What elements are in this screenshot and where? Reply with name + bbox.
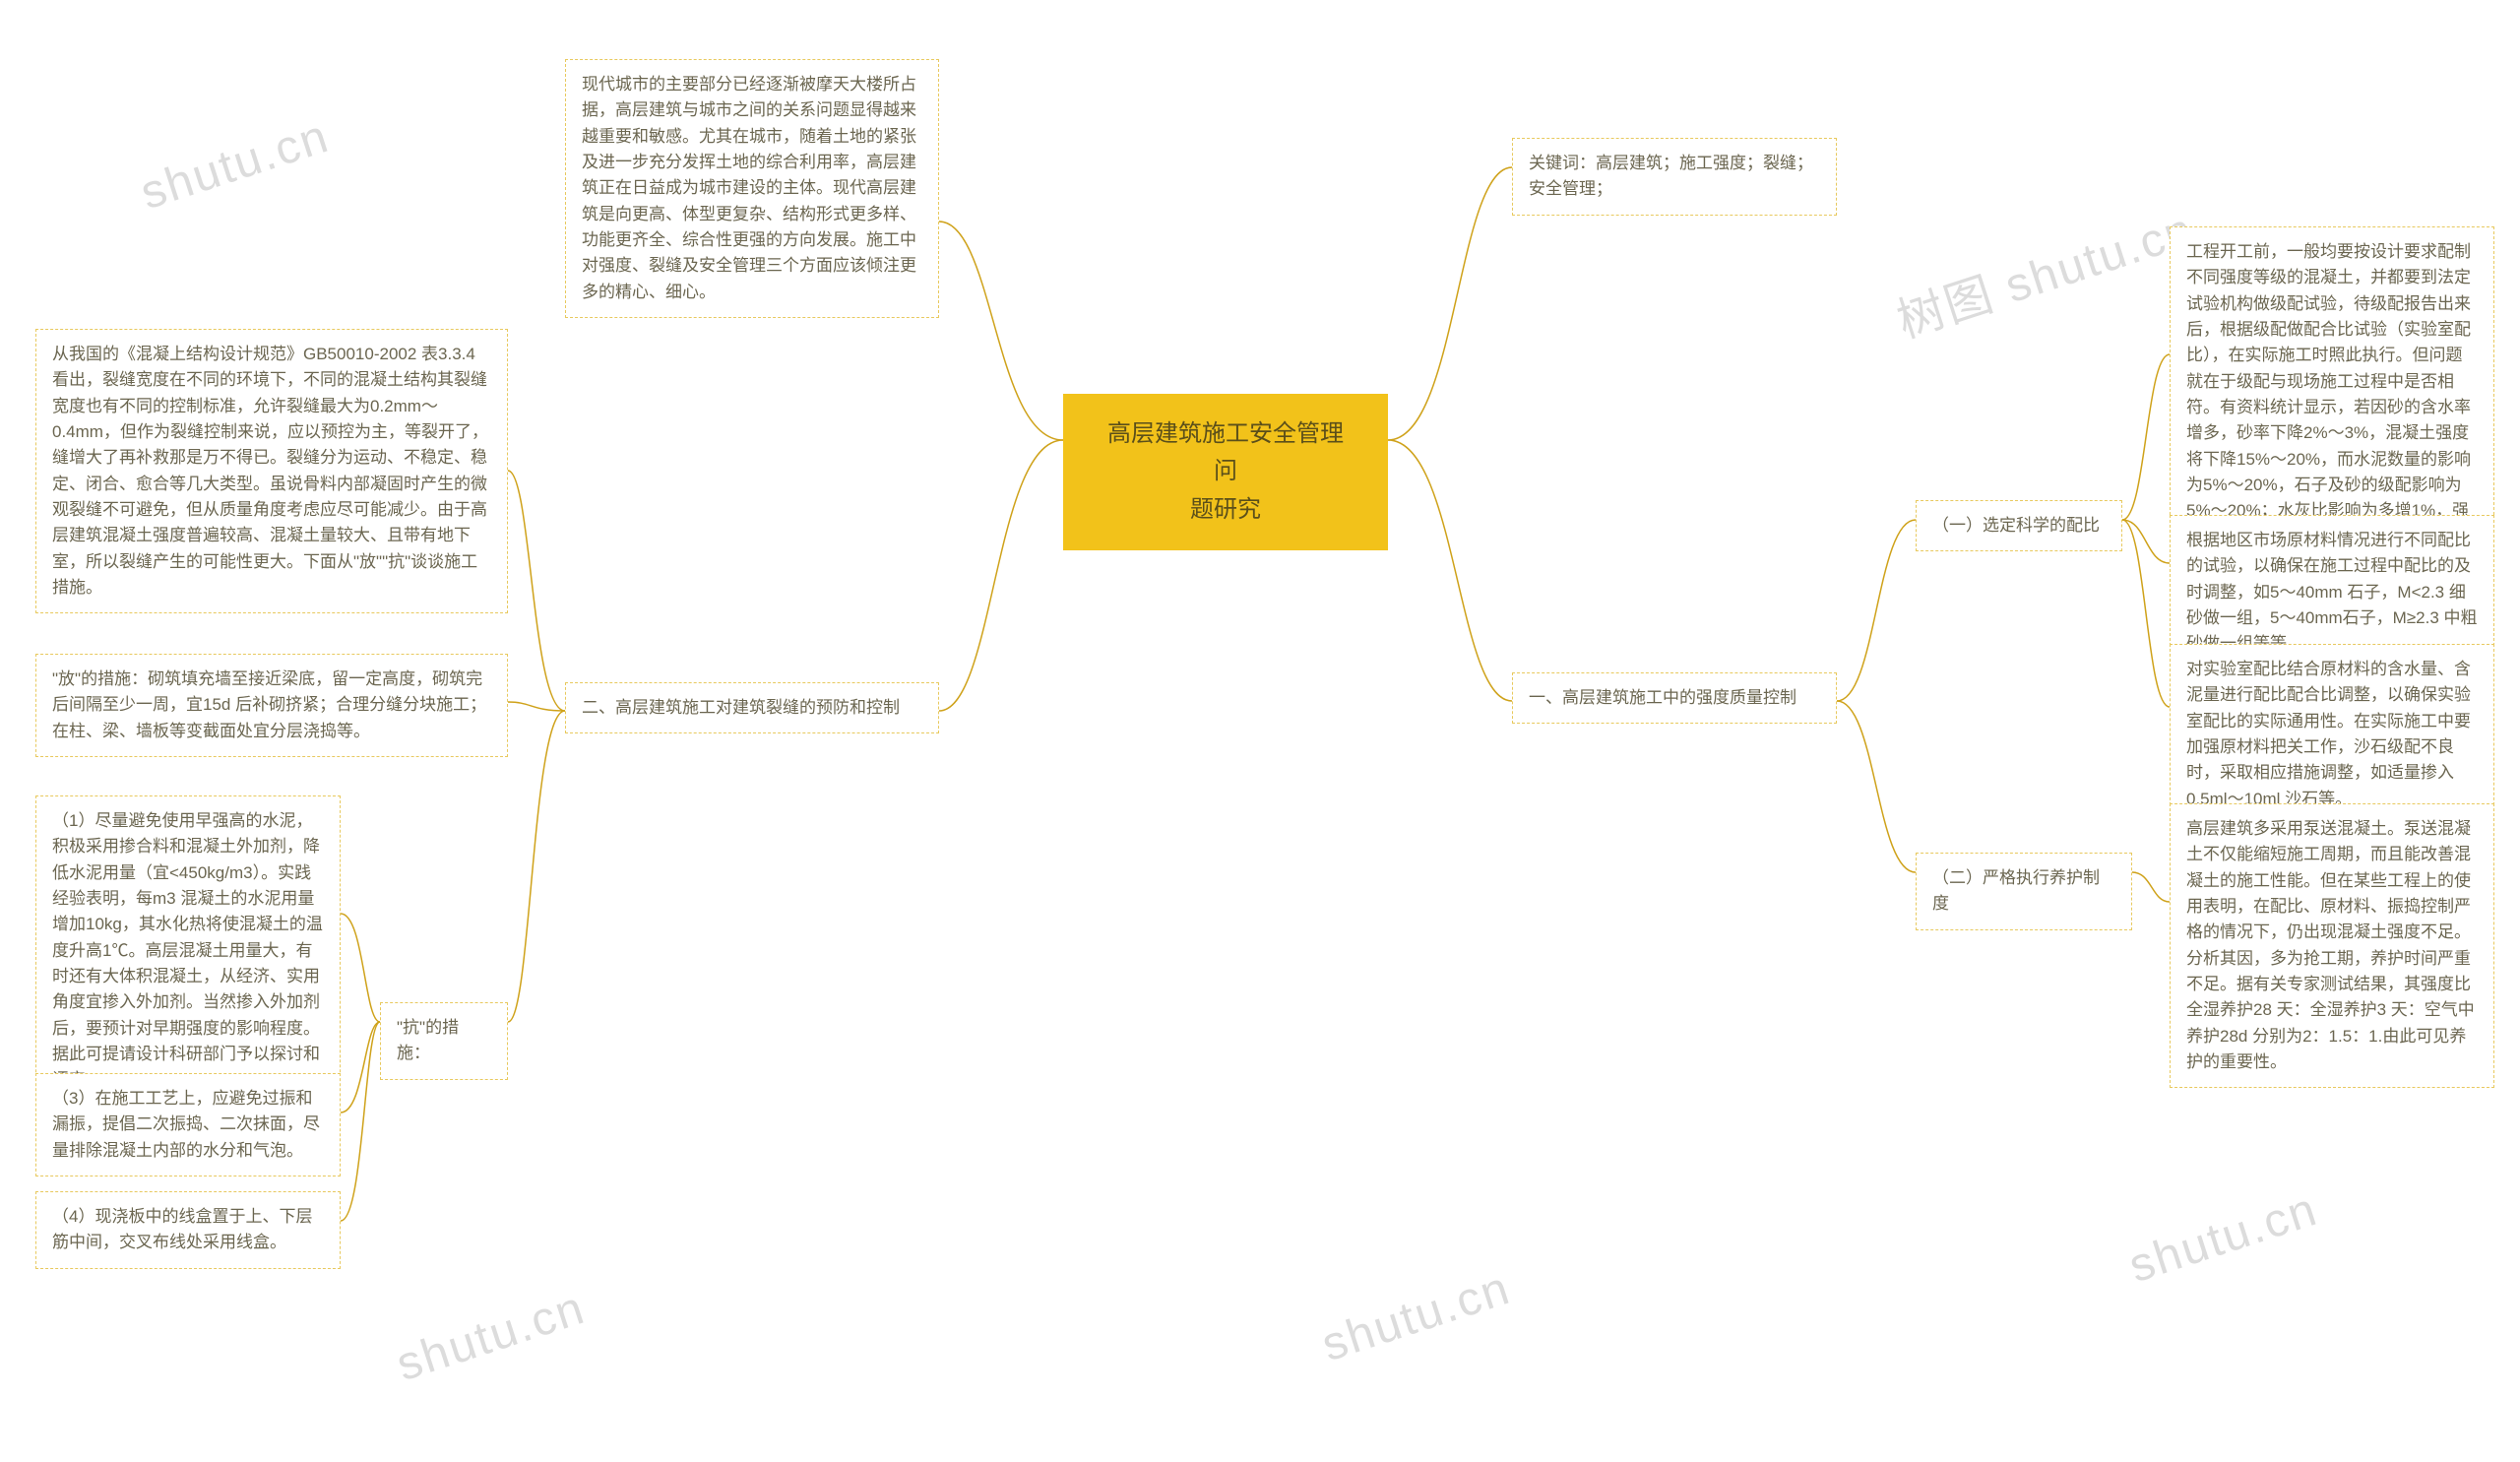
node-kang-4: （4）现浇板中的线盒置于上、下层筋中间，交叉布线处采用线盒。 <box>35 1191 341 1269</box>
node-section1: 一、高层建筑施工中的强度质量控制 <box>1512 672 1837 724</box>
node-fang: "放"的措施：砌筑填充墙至接近梁底，留一定高度，砌筑完后间隔至少一周，宜15d … <box>35 654 508 757</box>
node-section2: 二、高层建筑施工对建筑裂缝的预防和控制 <box>565 682 939 733</box>
node-keywords: 关键词：高层建筑；施工强度；裂缝；安全管理； <box>1512 138 1837 216</box>
node-ratio-3: 对实验室配比结合原材料的含水量、含泥量进行配比配合比调整，以确保实验室配比的实际… <box>2170 644 2494 825</box>
watermark: shutu.cn <box>2122 1182 2324 1294</box>
node-kang-label: "抗"的措施： <box>380 1002 508 1080</box>
watermark: shutu.cn <box>390 1281 592 1392</box>
node-intro: 现代城市的主要部分已经逐渐被摩天大楼所占据，高层建筑与城市之间的关系问题显得越来… <box>565 59 939 318</box>
node-maint-label: （二）严格执行养护制度 <box>1916 853 2132 930</box>
watermark: 树图 shutu.cn <box>1887 190 2201 350</box>
mindmap-root: 高层建筑施工安全管理问 题研究 <box>1063 394 1388 550</box>
watermark: shutu.cn <box>1315 1261 1517 1372</box>
node-ratio-label: （一）选定科学的配比 <box>1916 500 2122 551</box>
watermark: shutu.cn <box>134 109 336 221</box>
node-maint-1: 高层建筑多采用泵送混凝土。泵送混凝土不仅能缩短施工周期，而且能改善混凝土的施工性… <box>2170 803 2494 1088</box>
node-kang-3: （3）在施工工艺上，应避免过振和漏振，提倡二次振捣、二次抹面，尽量排除混凝土内部… <box>35 1073 341 1176</box>
node-crack-spec: 从我国的《混凝上结构设计规范》GB50010-2002 表3.3.4看出，裂缝宽… <box>35 329 508 613</box>
node-kang-1: （1）尽量避免使用早强高的水泥，积极采用掺合料和混凝土外加剂，降低水泥用量（宜<… <box>35 795 341 1107</box>
